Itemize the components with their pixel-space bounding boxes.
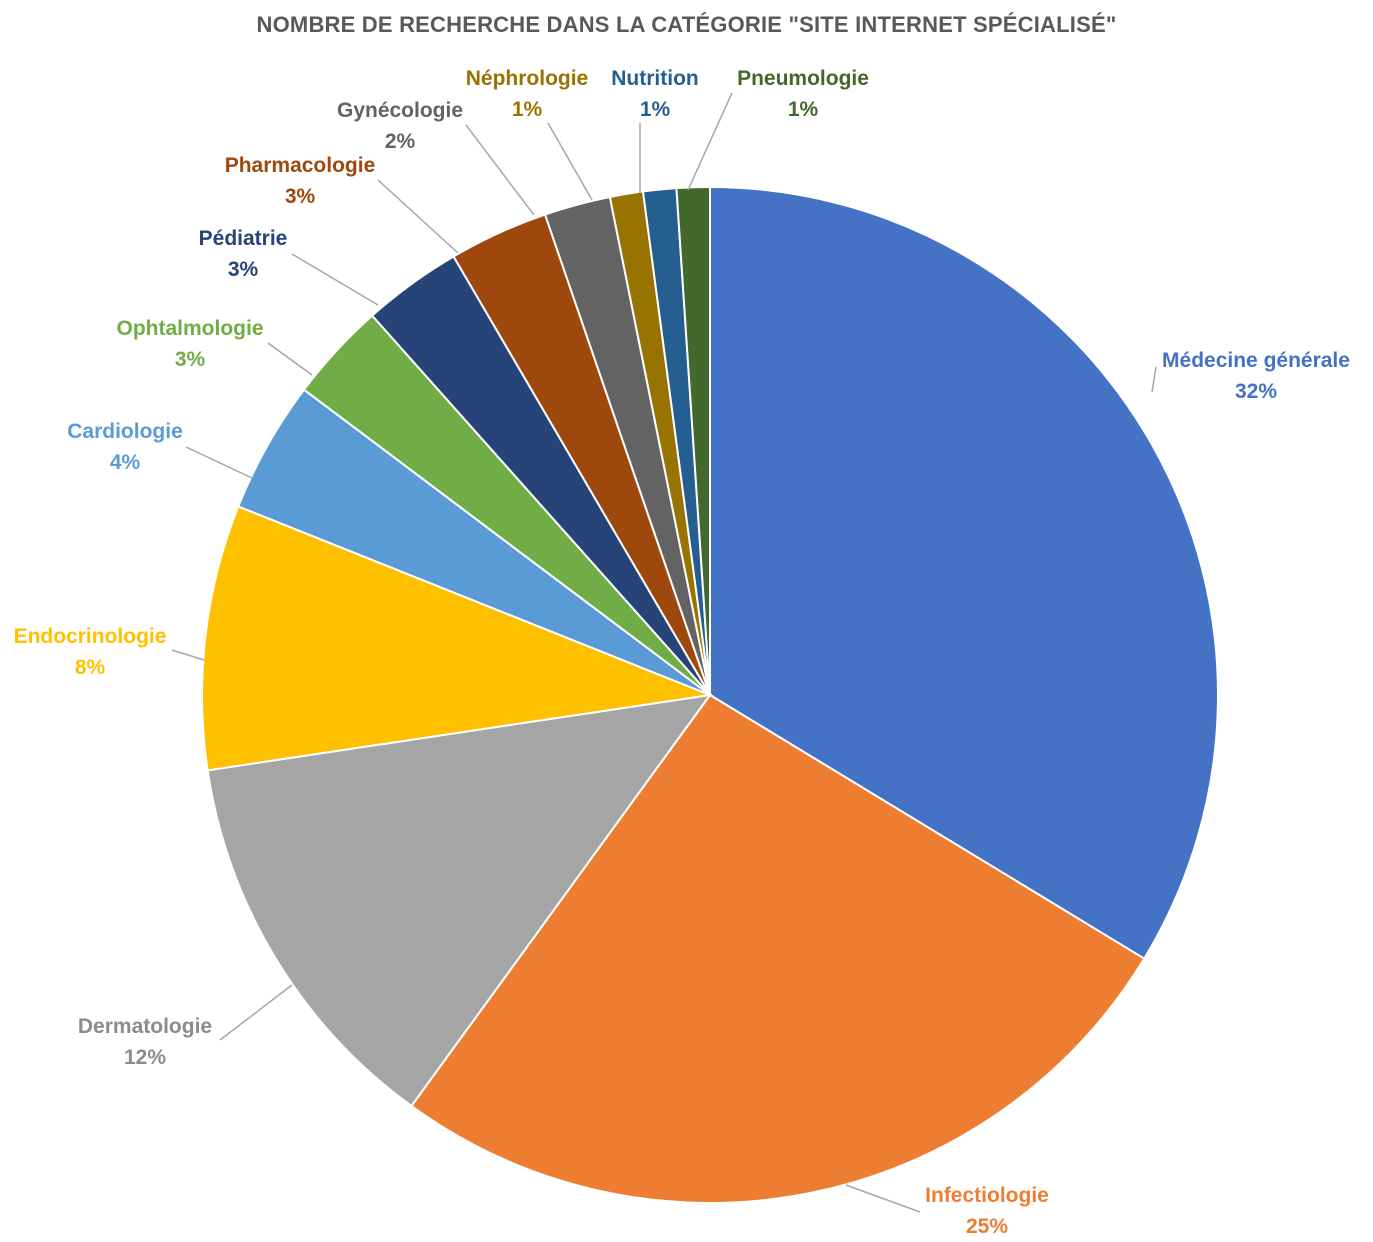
slices-layer: [201, 185, 1219, 1204]
leader-line: [171, 649, 205, 661]
leader-line: [687, 92, 733, 191]
data-label: Infectiologie 25%: [925, 1184, 1049, 1238]
data-label-value: 3%: [175, 348, 206, 371]
leader-line: [845, 1184, 921, 1213]
data-label-name: Nutrition: [611, 67, 698, 90]
leader-line: [219, 984, 293, 1041]
leader-line: [291, 253, 379, 306]
data-label-value: 2%: [385, 130, 416, 153]
data-label-value: 4%: [110, 451, 141, 474]
pie-slice-infectiologie: [410, 693, 1146, 1204]
leader-line: [1151, 366, 1157, 393]
data-label-name: Infectiologie: [925, 1184, 1049, 1207]
data-label-name: Endocrinologie: [14, 625, 167, 648]
data-label: Dermatologie 12%: [78, 1015, 212, 1069]
data-label-name: Ophtalmologie: [117, 317, 264, 340]
data-label: Gynécologie 2%: [337, 99, 463, 153]
data-label: Cardiologie 4%: [67, 420, 183, 474]
data-label-name: Dermatologie: [78, 1015, 212, 1038]
pie-slice-dermatologie: [206, 693, 713, 1108]
leader-lines-layer: [171, 92, 1157, 1213]
data-label-value: 1%: [788, 98, 819, 121]
data-label-name: Pharmacologie: [225, 154, 376, 177]
data-label-name: Néphrologie: [466, 67, 589, 90]
data-label-value: 12%: [124, 1046, 166, 1069]
data-label: Pneumologie 1%: [737, 67, 869, 121]
data-label-name: Médecine générale: [1162, 349, 1350, 372]
data-labels-layer: Médecine générale 32% Infectiologie 25% Derm…: [14, 67, 1350, 1238]
data-label-value: 1%: [640, 98, 671, 121]
leader-line: [267, 342, 313, 376]
data-label: Médecine générale 32%: [1162, 349, 1350, 403]
pie-slice-pneumologie: [675, 185, 711, 696]
data-label-name: Pédiatrie: [199, 227, 288, 250]
leader-line: [185, 446, 253, 479]
data-label: Endocrinologie 8%: [14, 625, 167, 679]
data-label-name: Cardiologie: [67, 420, 183, 443]
pie-slice-medecine-generale: [709, 185, 1219, 961]
leader-line: [465, 124, 535, 216]
data-label: Néphrologie 1%: [466, 67, 589, 121]
data-label-name: Pneumologie: [737, 67, 869, 90]
data-label: Pédiatrie 3%: [199, 227, 288, 281]
pie-slice-endocrinologie: [201, 505, 714, 772]
data-label: Ophtalmologie 3%: [117, 317, 264, 371]
leader-line: [547, 122, 593, 201]
data-label-name: Gynécologie: [337, 99, 463, 122]
data-label-value: 3%: [285, 185, 316, 208]
data-label-value: 8%: [75, 656, 106, 679]
data-label-value: 3%: [228, 258, 259, 281]
chart-title: NOMBRE DE RECHERCHE DANS LA CATÉGORIE "S…: [256, 12, 1117, 37]
leader-line: [377, 179, 459, 254]
data-label-value: 32%: [1235, 380, 1277, 403]
data-label-value: 1%: [512, 98, 543, 121]
data-label-value: 25%: [966, 1215, 1008, 1238]
data-label: Pharmacologie 3%: [225, 154, 376, 208]
data-label: Nutrition 1%: [611, 67, 698, 121]
